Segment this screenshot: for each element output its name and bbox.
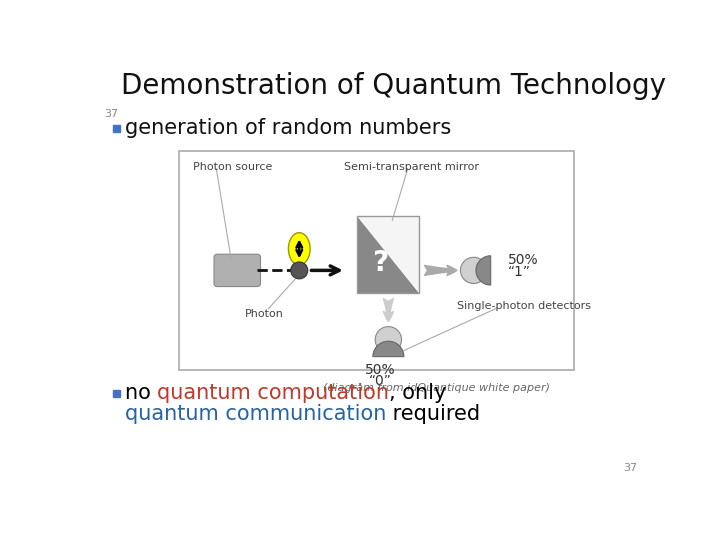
Text: Photon: Photon <box>245 309 284 319</box>
Bar <box>179 151 575 370</box>
Text: quantum computation: quantum computation <box>158 383 390 403</box>
Circle shape <box>291 262 307 279</box>
Text: ?: ? <box>372 249 389 276</box>
FancyBboxPatch shape <box>214 254 261 287</box>
Text: Photon source: Photon source <box>193 162 272 172</box>
Text: (diagram from idQuantique white paper): (diagram from idQuantique white paper) <box>323 383 549 393</box>
Text: no: no <box>125 383 158 403</box>
Text: “1”: “1” <box>508 265 531 279</box>
Text: Single-photon detectors: Single-photon detectors <box>457 301 591 311</box>
Text: 37: 37 <box>104 110 118 119</box>
Text: Semi-transparent mirror: Semi-transparent mirror <box>344 162 479 172</box>
Bar <box>113 125 120 132</box>
Text: , only: , only <box>390 383 446 403</box>
Circle shape <box>461 257 487 284</box>
Text: quantum communication: quantum communication <box>125 404 386 424</box>
Text: required: required <box>386 404 480 424</box>
Text: generation of random numbers: generation of random numbers <box>125 118 451 138</box>
Text: 50%: 50% <box>508 253 539 267</box>
Bar <box>357 217 419 294</box>
Polygon shape <box>357 217 419 294</box>
Text: 37: 37 <box>623 463 637 473</box>
Text: “0”: “0” <box>369 374 392 388</box>
Polygon shape <box>357 217 419 294</box>
Wedge shape <box>476 256 490 285</box>
Wedge shape <box>373 341 404 356</box>
Circle shape <box>375 327 402 353</box>
Text: Demonstration of Quantum Technology: Demonstration of Quantum Technology <box>121 72 666 100</box>
Bar <box>113 390 120 397</box>
Text: 50%: 50% <box>365 363 396 377</box>
Ellipse shape <box>289 233 310 265</box>
